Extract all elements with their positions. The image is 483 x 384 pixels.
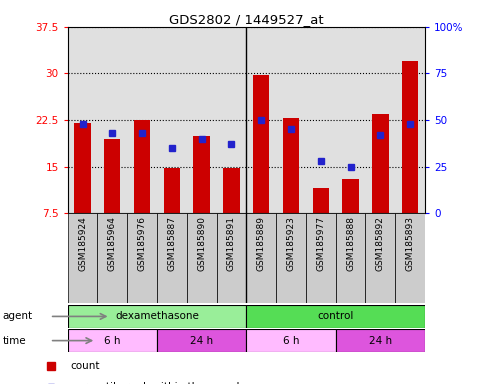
Bar — [276, 213, 306, 303]
Text: count: count — [70, 361, 99, 371]
Bar — [68, 329, 157, 352]
Text: dexamethasone: dexamethasone — [115, 311, 199, 321]
Bar — [313, 188, 329, 213]
Bar — [342, 179, 359, 213]
Text: 24 h: 24 h — [190, 336, 213, 346]
Text: GSM185924: GSM185924 — [78, 216, 87, 271]
Bar — [157, 329, 246, 352]
Text: GSM185887: GSM185887 — [168, 216, 176, 271]
Text: control: control — [317, 311, 354, 321]
Text: percentile rank within the sample: percentile rank within the sample — [70, 382, 246, 384]
Text: GSM185976: GSM185976 — [138, 216, 146, 271]
Bar — [104, 139, 120, 213]
Text: GSM185923: GSM185923 — [286, 216, 296, 271]
Bar — [395, 213, 425, 303]
Text: time: time — [2, 336, 26, 346]
Bar — [336, 329, 425, 352]
Bar — [187, 213, 216, 303]
Bar — [68, 213, 98, 303]
Text: GSM185888: GSM185888 — [346, 216, 355, 271]
Bar — [134, 120, 150, 213]
Bar — [127, 213, 157, 303]
Text: 6 h: 6 h — [104, 336, 121, 346]
Text: GSM185964: GSM185964 — [108, 216, 117, 271]
Bar — [402, 61, 418, 213]
Text: GSM185890: GSM185890 — [197, 216, 206, 271]
Text: GSM185977: GSM185977 — [316, 216, 325, 271]
Bar — [372, 114, 388, 213]
Bar — [164, 168, 180, 213]
Text: GSM185893: GSM185893 — [406, 216, 414, 271]
Bar — [366, 213, 395, 303]
Text: GSM185892: GSM185892 — [376, 216, 385, 271]
Text: 6 h: 6 h — [283, 336, 299, 346]
Bar — [246, 213, 276, 303]
Bar — [306, 213, 336, 303]
Bar — [98, 213, 127, 303]
Bar — [253, 75, 270, 213]
Bar — [246, 305, 425, 328]
Bar — [336, 213, 366, 303]
Bar — [223, 169, 240, 213]
Text: agent: agent — [2, 311, 32, 321]
Bar — [216, 213, 246, 303]
Bar — [157, 213, 187, 303]
Text: GSM185889: GSM185889 — [257, 216, 266, 271]
Bar — [246, 329, 336, 352]
Bar — [68, 305, 246, 328]
Bar — [74, 123, 91, 213]
Title: GDS2802 / 1449527_at: GDS2802 / 1449527_at — [169, 13, 324, 26]
Text: GSM185891: GSM185891 — [227, 216, 236, 271]
Bar — [283, 118, 299, 213]
Text: 24 h: 24 h — [369, 336, 392, 346]
Bar — [194, 136, 210, 213]
